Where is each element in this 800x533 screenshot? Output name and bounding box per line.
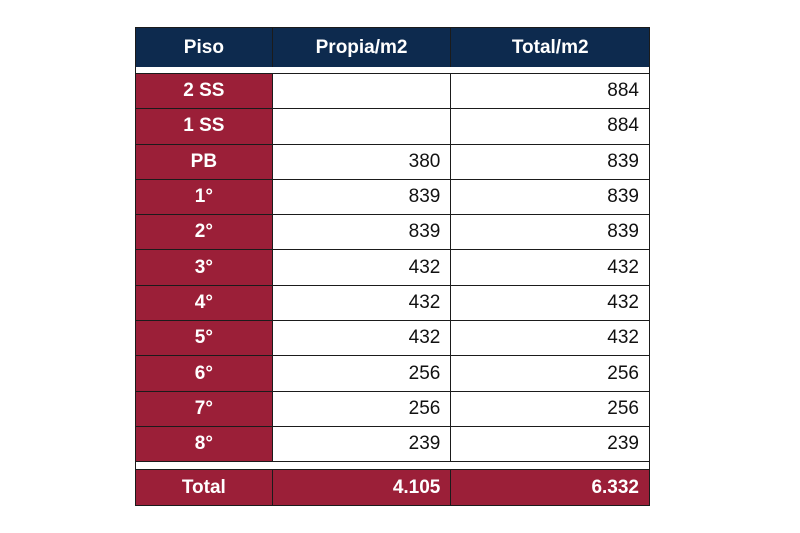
totals-total-area: 6.332 xyxy=(451,470,650,507)
header-gap xyxy=(135,67,650,74)
floor-cell: 2 SS xyxy=(136,74,273,110)
table-row: 7° 256 256 xyxy=(136,391,650,427)
area-table: Piso Propia/m2 Total/m2 2 SS 884 1 SS 88… xyxy=(135,27,650,507)
own-area-cell: 432 xyxy=(272,250,452,286)
floor-cell: 5° xyxy=(136,321,273,357)
total-area-cell: 256 xyxy=(451,356,650,392)
total-area-cell: 432 xyxy=(451,321,650,357)
table-header: Piso Propia/m2 Total/m2 xyxy=(135,27,650,67)
table-row: 1° 839 839 xyxy=(136,179,650,216)
floor-cell: 4° xyxy=(136,285,273,322)
header-total-area: Total/m2 xyxy=(451,28,650,67)
table-row: PB 380 839 xyxy=(136,144,650,180)
table-body: 2 SS 884 1 SS 884 PB 380 839 1° 839 839 … xyxy=(135,74,650,463)
own-area-cell: 256 xyxy=(272,391,452,427)
own-area-cell: 239 xyxy=(272,426,452,463)
table-row: 8° 239 239 xyxy=(136,426,650,463)
own-area-cell xyxy=(272,74,452,110)
total-area-cell: 839 xyxy=(451,215,650,251)
own-area-cell: 432 xyxy=(272,321,452,357)
header-floor: Piso xyxy=(136,28,273,67)
floor-cell: 3° xyxy=(136,250,273,286)
header-own-area: Propia/m2 xyxy=(273,28,452,67)
table-row: 5° 432 432 xyxy=(136,321,650,357)
totals-label: Total xyxy=(136,470,273,507)
floor-cell: 6° xyxy=(136,356,273,392)
total-area-cell: 432 xyxy=(451,250,650,286)
total-area-cell: 239 xyxy=(451,426,650,463)
table-row: 3° 432 432 xyxy=(136,250,650,286)
floor-cell: 1° xyxy=(136,179,273,216)
total-area-cell: 432 xyxy=(451,285,650,322)
table-row: 1 SS 884 xyxy=(136,109,650,145)
floor-cell: 7° xyxy=(136,391,273,427)
totals-gap xyxy=(135,462,650,470)
own-area-cell: 839 xyxy=(272,179,452,216)
own-area-cell: 432 xyxy=(272,285,452,322)
total-area-cell: 839 xyxy=(451,179,650,216)
floor-cell: PB xyxy=(136,144,273,180)
table-row: 2 SS 884 xyxy=(136,74,650,110)
floor-cell: 2° xyxy=(136,215,273,251)
total-area-cell: 884 xyxy=(451,74,650,110)
own-area-cell: 839 xyxy=(272,215,452,251)
table-row: 6° 256 256 xyxy=(136,356,650,392)
floor-cell: 1 SS xyxy=(136,109,273,145)
table-row: 2° 839 839 xyxy=(136,215,650,251)
floor-cell: 8° xyxy=(136,426,273,463)
total-area-cell: 884 xyxy=(451,109,650,145)
totals-own-area: 4.105 xyxy=(272,470,452,507)
total-area-cell: 256 xyxy=(451,391,650,427)
table-row: 4° 432 432 xyxy=(136,285,650,322)
own-area-cell: 380 xyxy=(272,144,452,180)
own-area-cell: 256 xyxy=(272,356,452,392)
own-area-cell xyxy=(272,109,452,145)
totals-row: Total 4.105 6.332 xyxy=(135,469,650,507)
total-area-cell: 839 xyxy=(451,144,650,180)
